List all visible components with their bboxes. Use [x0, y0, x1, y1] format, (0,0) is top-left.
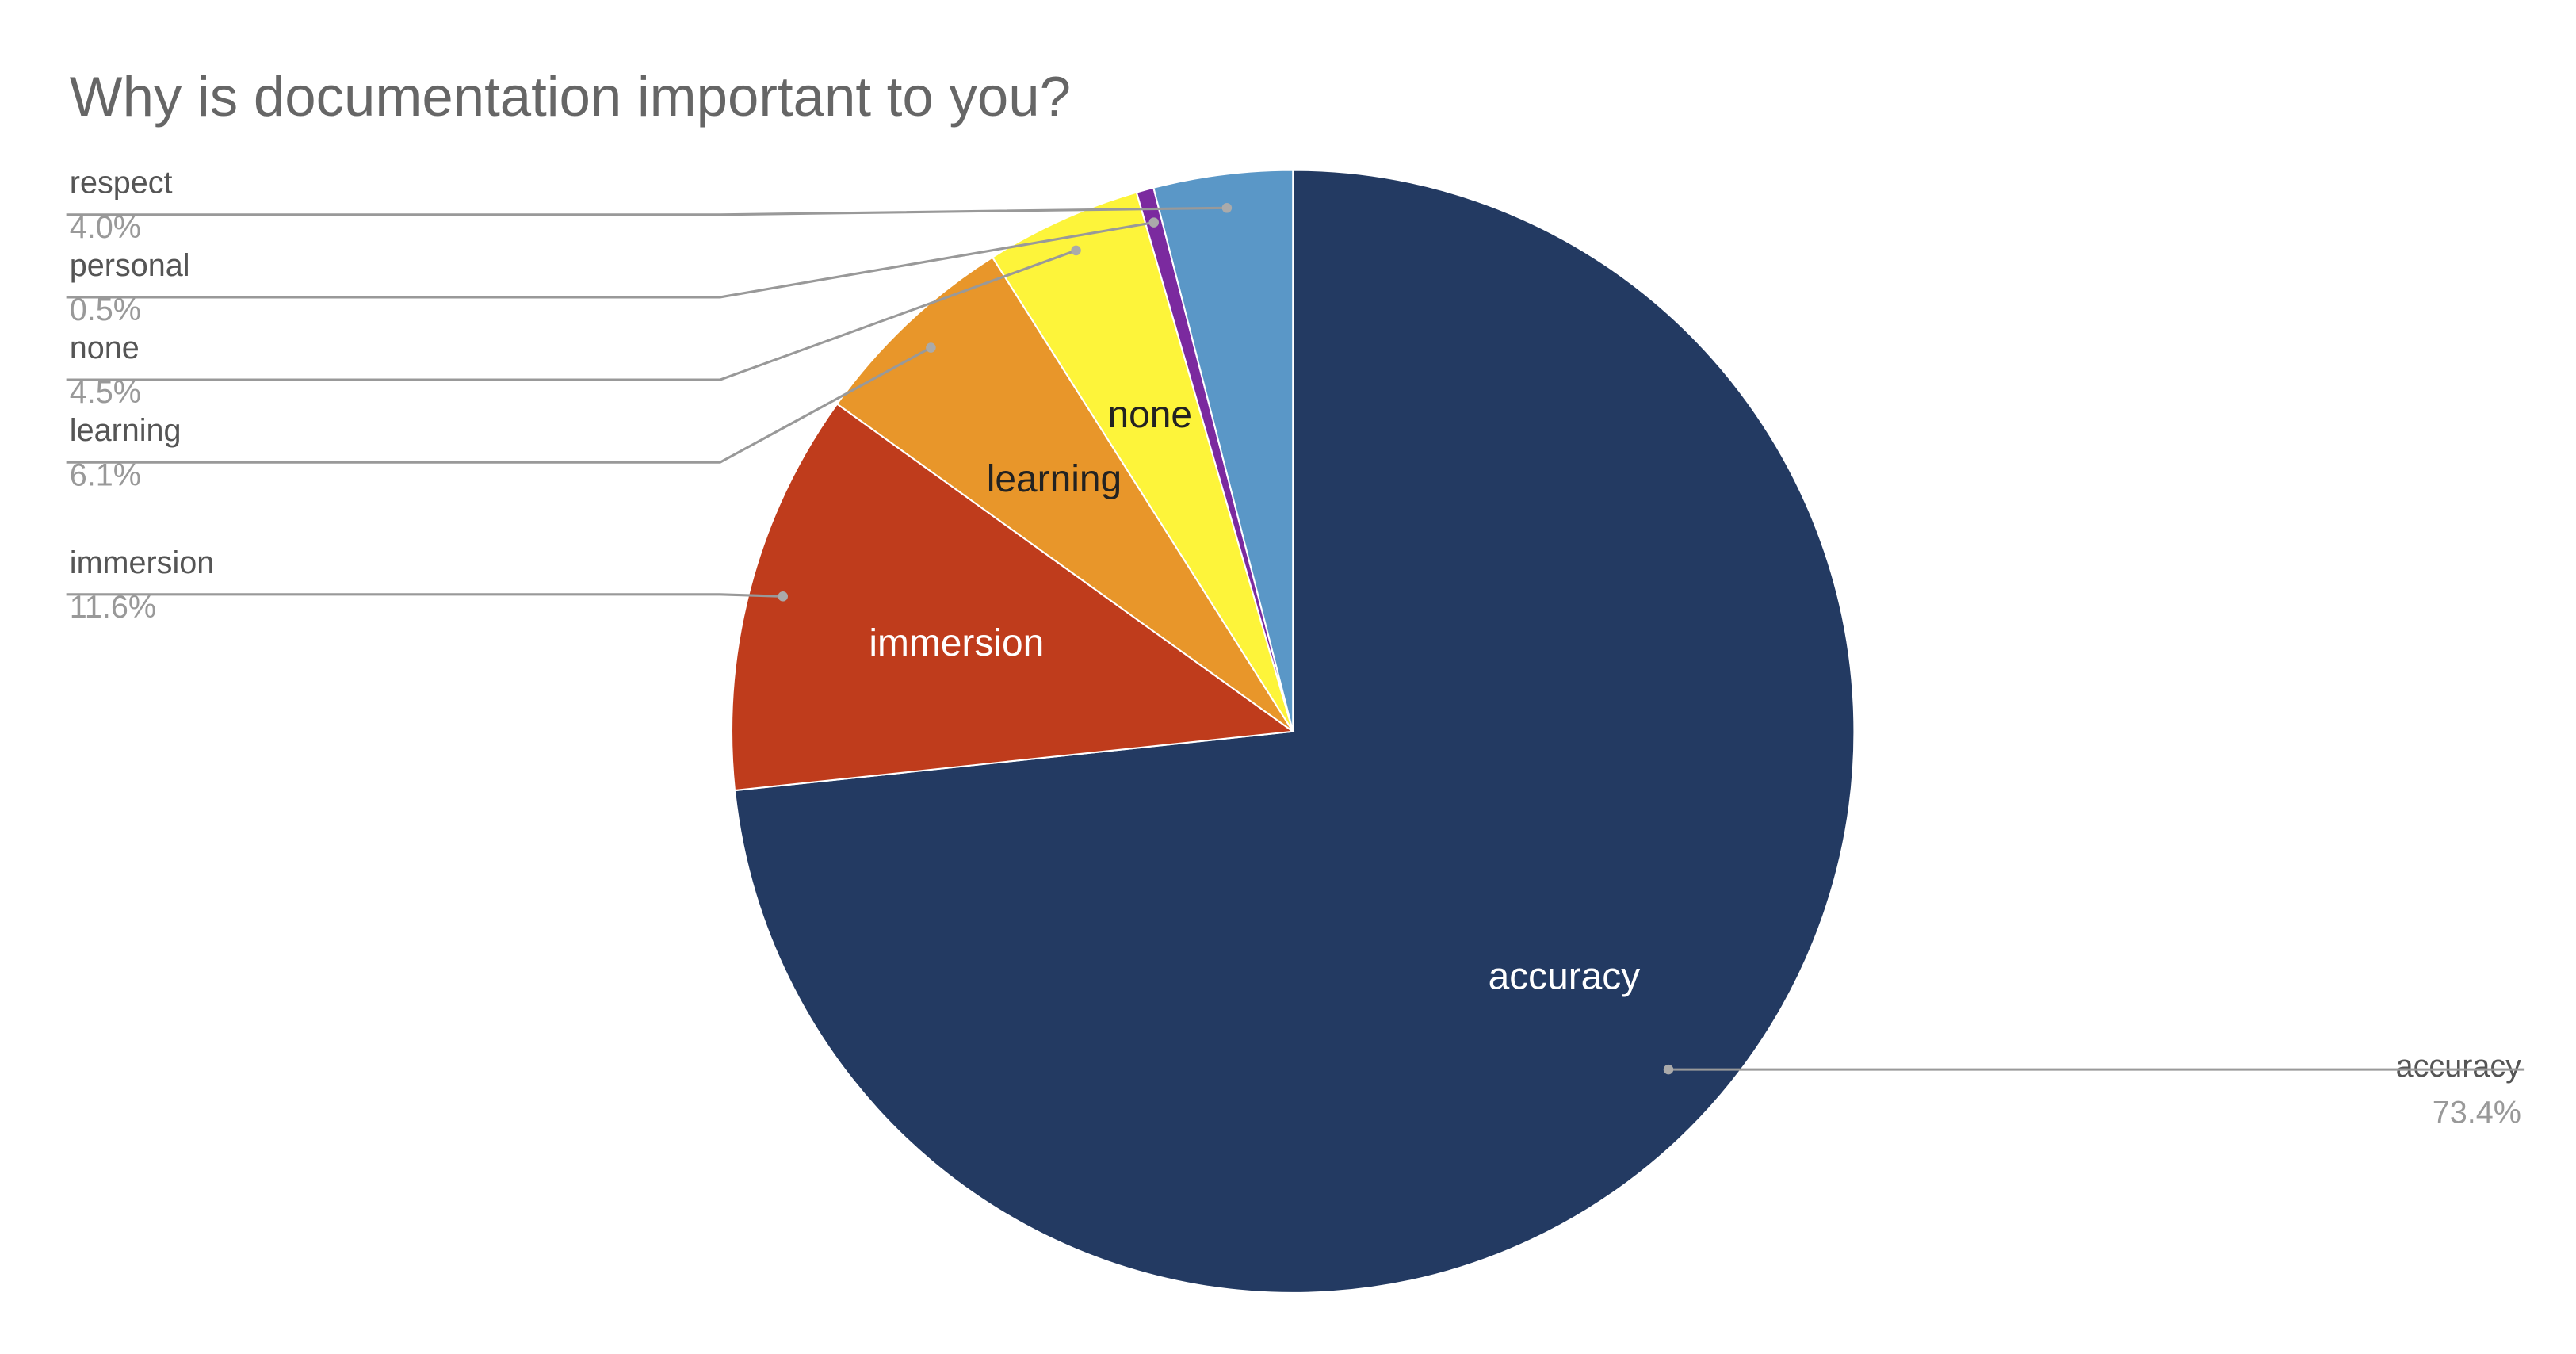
pie-slice	[733, 169, 1856, 1294]
leader-dot	[1221, 203, 1233, 213]
leader-line	[66, 593, 783, 598]
legend-name: learning	[70, 413, 182, 448]
leader-line	[66, 249, 1077, 381]
legend-name: none	[70, 331, 140, 365]
pie-slice	[1152, 169, 1294, 732]
legend-name: personal	[70, 248, 190, 283]
legend-value: 73.4%	[2433, 1095, 2521, 1130]
leader-dot	[778, 591, 788, 602]
leader-dot	[1663, 1064, 1674, 1075]
slice-label: immersion	[869, 622, 1044, 664]
pie-slice	[731, 403, 1296, 792]
legend-name: respect	[70, 166, 173, 201]
legend-name: accuracy	[2396, 1049, 2522, 1084]
slice-label: learning	[987, 458, 1122, 500]
legend-name: immersion	[70, 545, 214, 580]
slice-label: accuracy	[1489, 955, 1641, 997]
leader-dot	[926, 342, 936, 353]
leader-dot	[1071, 245, 1081, 256]
pie-slice	[991, 191, 1294, 732]
leader-line	[66, 346, 932, 464]
slice-label: none	[1107, 394, 1192, 436]
leader-dot	[1148, 217, 1160, 228]
leader-line	[66, 221, 1155, 299]
leader-line	[66, 206, 1227, 216]
chart-title: Why is documentation important to you?	[70, 66, 1071, 128]
